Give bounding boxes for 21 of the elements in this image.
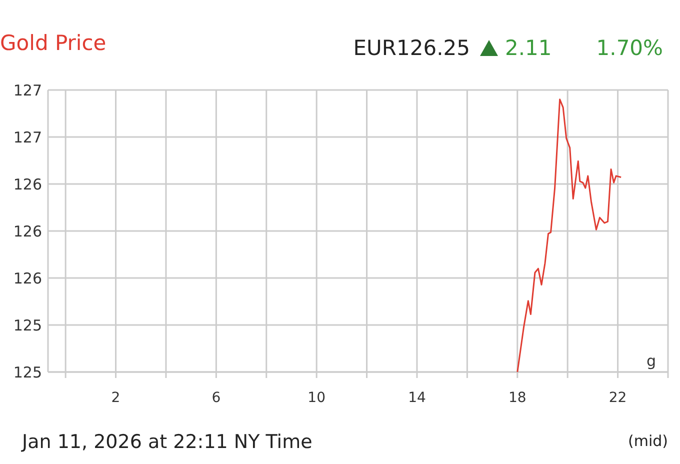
text: 2.11 [505,36,552,60]
line-series [516,98,622,373]
y-tick-label: 126 [13,222,42,240]
y-tick-label: 126 [13,269,42,288]
x-tick-label: 2 [111,390,120,406]
y-tick-label: 125 [13,363,42,382]
chart-title: Gold Price [0,31,106,55]
text: Jan 11, 2026 at 22:11 NY Time [21,431,312,453]
text: 1.70% [596,36,663,60]
text: EUR126.25 [353,36,470,60]
x-tick-label: 6 [212,390,221,406]
y-tick-label: 127 [13,81,42,100]
y-tick-label: 125 [13,316,42,334]
text: (mid) [628,432,668,450]
x-tick-label: 18 [508,390,526,406]
y-tick-label: 126 [13,175,42,194]
x-tick-label: 22 [608,390,627,406]
x-tick-label: 14 [408,390,426,406]
y-tick-label: 127 [13,128,42,146]
annotation: g [646,352,656,370]
x-tick-label: 10 [308,390,326,406]
